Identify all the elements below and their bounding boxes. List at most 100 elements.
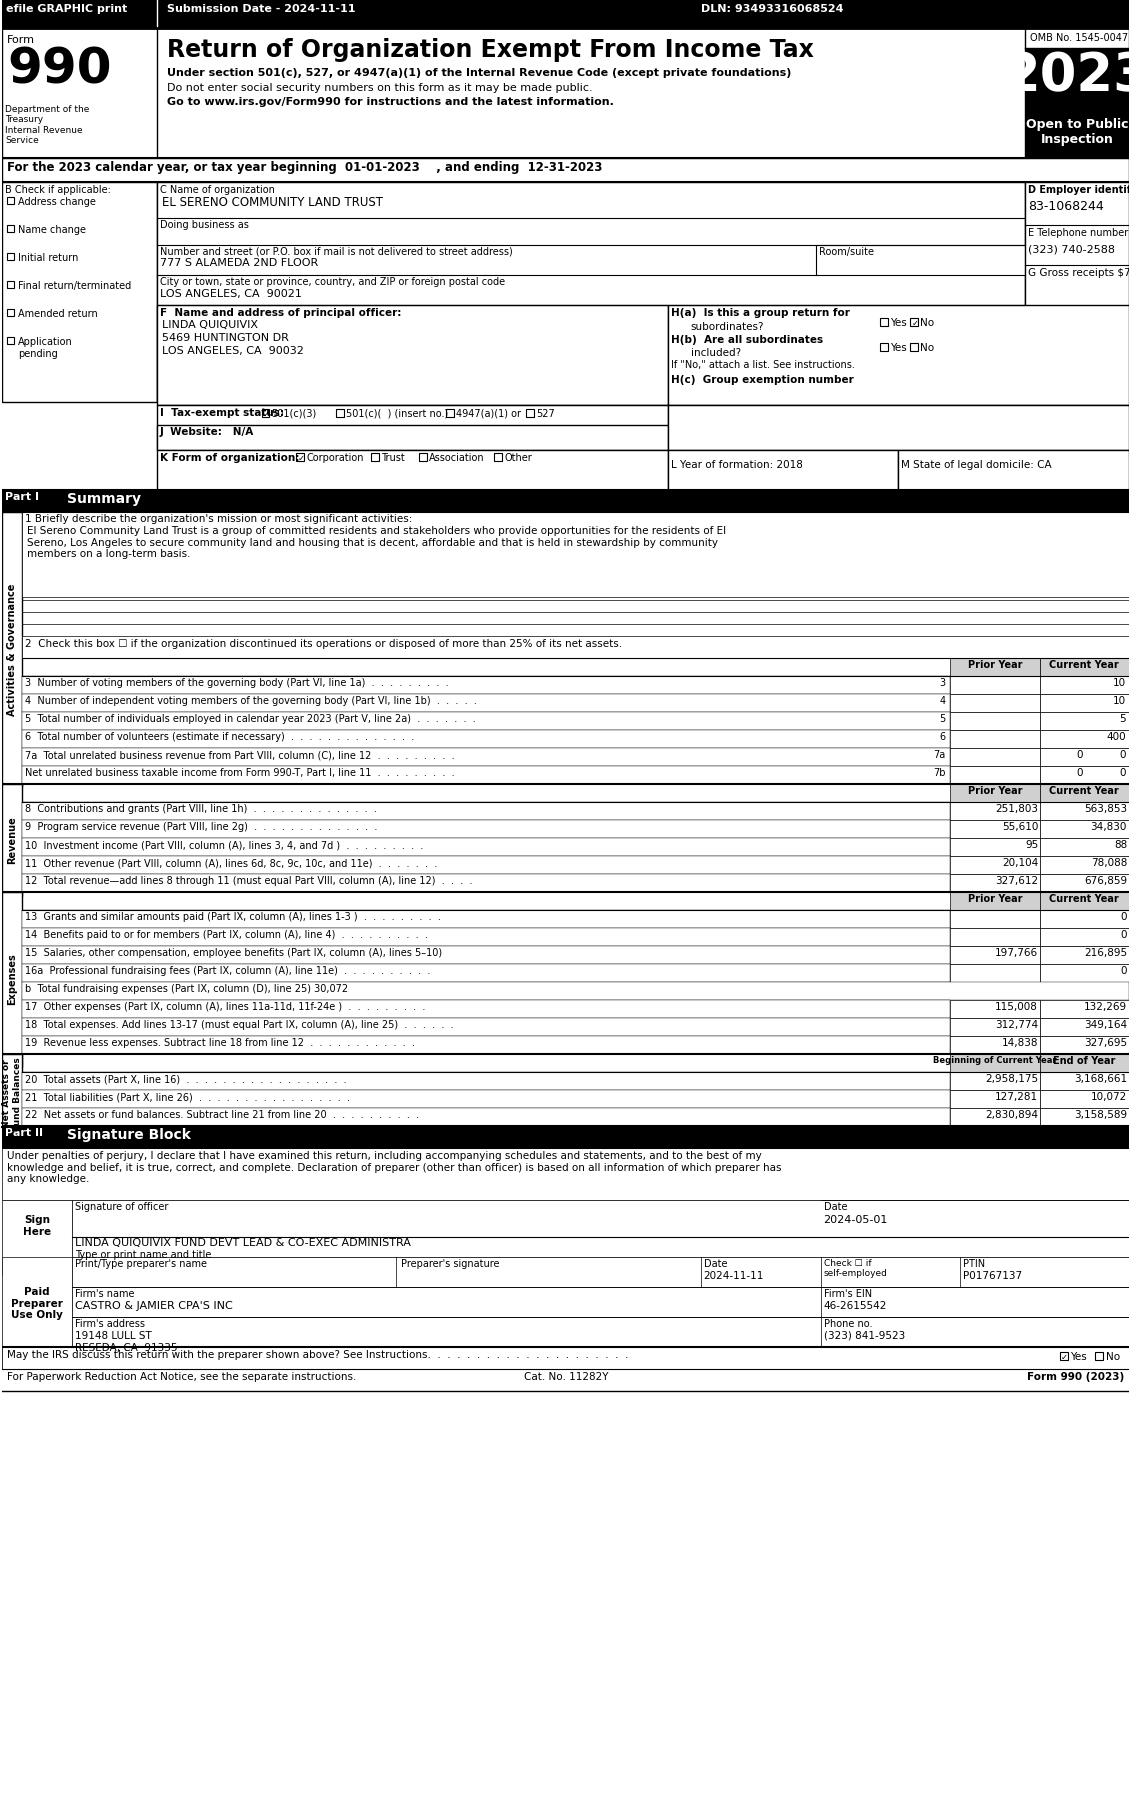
Text: J  Website:   N/A: J Website: N/A xyxy=(159,427,254,438)
Bar xyxy=(899,450,1129,490)
Text: 22  Net assets or fund balances. Subtract line 21 from line 20  .  .  .  .  .  .: 22 Net assets or fund balances. Subtract… xyxy=(25,1110,419,1121)
Text: H(b)  Are all subordinates: H(b) Are all subordinates xyxy=(671,335,823,344)
Text: 19  Revenue less expenses. Subtract line 18 from line 12  .  .  .  .  .  .  .  .: 19 Revenue less expenses. Subtract line … xyxy=(25,1038,415,1049)
Text: Yes: Yes xyxy=(1070,1352,1087,1362)
Text: 127,281: 127,281 xyxy=(995,1092,1039,1103)
Text: F  Name and address of principal officer:: F Name and address of principal officer: xyxy=(159,308,401,317)
Bar xyxy=(1025,49,1129,114)
Text: Signature Block: Signature Block xyxy=(67,1128,191,1142)
Bar xyxy=(2,29,157,159)
Text: 10  Investment income (Part VIII, column (A), lines 3, 4, and 7d )  .  .  .  .  : 10 Investment income (Part VIII, column … xyxy=(25,840,423,851)
Bar xyxy=(1040,1108,1129,1126)
Text: 4  Number of independent voting members of the governing body (Part VI, line 1b): 4 Number of independent voting members o… xyxy=(25,696,476,706)
Bar xyxy=(951,856,1040,874)
Text: Firm's address: Firm's address xyxy=(75,1319,145,1330)
Bar xyxy=(2,1258,72,1377)
Text: Room/suite: Room/suite xyxy=(819,247,874,258)
Text: Prior Year: Prior Year xyxy=(968,660,1023,670)
Bar xyxy=(1040,694,1129,712)
Text: Prior Year: Prior Year xyxy=(968,894,1023,905)
Text: (323) 841-9523: (323) 841-9523 xyxy=(823,1332,904,1341)
Bar xyxy=(72,1317,1129,1348)
Text: Current Year: Current Year xyxy=(1049,894,1119,905)
Bar xyxy=(1040,874,1129,892)
Bar xyxy=(21,512,1129,596)
Bar xyxy=(951,784,1040,802)
Text: Current Year: Current Year xyxy=(1049,786,1119,796)
Text: Part II: Part II xyxy=(5,1128,43,1139)
Bar xyxy=(1040,658,1129,676)
Text: 2,830,894: 2,830,894 xyxy=(986,1110,1039,1121)
Text: LOS ANGELES, CA  90021: LOS ANGELES, CA 90021 xyxy=(159,288,301,299)
Text: 990: 990 xyxy=(7,45,112,94)
Text: C Name of organization: C Name of organization xyxy=(159,186,274,195)
Text: For the 2023 calendar year, or tax year beginning  01-01-2023    , and ending  1: For the 2023 calendar year, or tax year … xyxy=(7,160,602,175)
Bar xyxy=(2,1148,1129,1200)
Bar xyxy=(951,802,1040,820)
Bar xyxy=(1040,838,1129,856)
Text: b  Total fundraising expenses (Part IX, column (D), line 25) 30,072: b Total fundraising expenses (Part IX, c… xyxy=(25,984,348,995)
Bar xyxy=(667,405,1129,450)
Text: included?: included? xyxy=(691,348,741,359)
Text: 21  Total liabilities (Part X, line 26)  .  .  .  .  .  .  .  .  .  .  .  .  .  : 21 Total liabilities (Part X, line 26) .… xyxy=(25,1092,350,1103)
Text: Go to www.irs.gov/Form990 for instructions and the latest information.: Go to www.irs.gov/Form990 for instructio… xyxy=(167,97,613,106)
Bar xyxy=(1040,1072,1129,1090)
Bar xyxy=(419,452,427,461)
Bar xyxy=(7,281,14,288)
Text: 5469 HUNTINGTON DR: 5469 HUNTINGTON DR xyxy=(161,333,289,342)
Text: 312,774: 312,774 xyxy=(995,1020,1039,1031)
Text: 95: 95 xyxy=(1025,840,1039,851)
Bar xyxy=(1040,1000,1129,1018)
Bar xyxy=(157,405,667,450)
Bar xyxy=(21,636,1129,658)
Bar xyxy=(2,512,21,787)
Bar xyxy=(1040,1018,1129,1036)
Bar xyxy=(21,730,951,748)
Bar xyxy=(951,1036,1040,1054)
Text: 2023: 2023 xyxy=(1004,50,1129,103)
Bar xyxy=(21,1090,951,1108)
Text: 563,853: 563,853 xyxy=(1084,804,1127,815)
Text: 132,269: 132,269 xyxy=(1084,1002,1127,1013)
Bar xyxy=(1040,910,1129,928)
Text: 4: 4 xyxy=(939,696,945,706)
Text: 78,088: 78,088 xyxy=(1091,858,1127,869)
Bar xyxy=(21,1072,951,1090)
Text: El Sereno Community Land Trust is a group of committed residents and stakeholder: El Sereno Community Land Trust is a grou… xyxy=(27,526,726,559)
Text: Part I: Part I xyxy=(5,492,38,503)
Text: CASTRO & JAMIER CPA'S INC: CASTRO & JAMIER CPA'S INC xyxy=(75,1301,233,1312)
Bar xyxy=(910,342,918,351)
Text: Final return/terminated: Final return/terminated xyxy=(18,281,131,290)
Bar xyxy=(21,874,951,892)
Bar xyxy=(1040,730,1129,748)
Text: 251,803: 251,803 xyxy=(995,804,1039,815)
Bar xyxy=(21,712,951,730)
Text: M State of legal domicile: CA: M State of legal domicile: CA xyxy=(901,460,1052,470)
Text: 2024-11-11: 2024-11-11 xyxy=(703,1270,764,1281)
Bar xyxy=(21,838,951,856)
Text: 12  Total revenue—add lines 8 through 11 (must equal Part VIII, column (A), line: 12 Total revenue—add lines 8 through 11 … xyxy=(25,876,472,887)
Bar xyxy=(21,820,951,838)
Bar xyxy=(1040,748,1129,766)
Text: End of Year: End of Year xyxy=(1053,1056,1115,1067)
Text: 10: 10 xyxy=(1113,696,1126,706)
Text: 83-1068244: 83-1068244 xyxy=(1029,200,1104,213)
Text: Amended return: Amended return xyxy=(18,308,98,319)
Text: 9  Program service revenue (Part VIII, line 2g)  .  .  .  .  .  .  .  .  .  .  .: 9 Program service revenue (Part VIII, li… xyxy=(25,822,377,833)
Bar xyxy=(297,452,305,461)
Text: Submission Date - 2024-11-11: Submission Date - 2024-11-11 xyxy=(167,4,356,14)
Text: 0: 0 xyxy=(1120,768,1126,778)
Text: Name change: Name change xyxy=(18,225,86,234)
Bar xyxy=(7,225,14,232)
Bar xyxy=(72,1200,1129,1236)
Bar xyxy=(1025,182,1129,402)
Text: Address change: Address change xyxy=(18,196,96,207)
Text: Form 990 (2023): Form 990 (2023) xyxy=(1026,1371,1124,1382)
Bar xyxy=(157,450,667,490)
Text: LINDA QUIQUIVIX FUND DEVT LEAD & CO-EXEC ADMINISTRA: LINDA QUIQUIVIX FUND DEVT LEAD & CO-EXEC… xyxy=(75,1238,411,1249)
Text: 11  Other revenue (Part VIII, column (A), lines 6d, 8c, 9c, 10c, and 11e)  .  . : 11 Other revenue (Part VIII, column (A),… xyxy=(25,858,437,869)
Text: 5: 5 xyxy=(1119,714,1126,724)
Text: 0: 0 xyxy=(1120,750,1126,760)
Text: EL SERENO COMMUNITY LAND TRUST: EL SERENO COMMUNITY LAND TRUST xyxy=(161,196,383,209)
Bar xyxy=(951,1108,1040,1126)
